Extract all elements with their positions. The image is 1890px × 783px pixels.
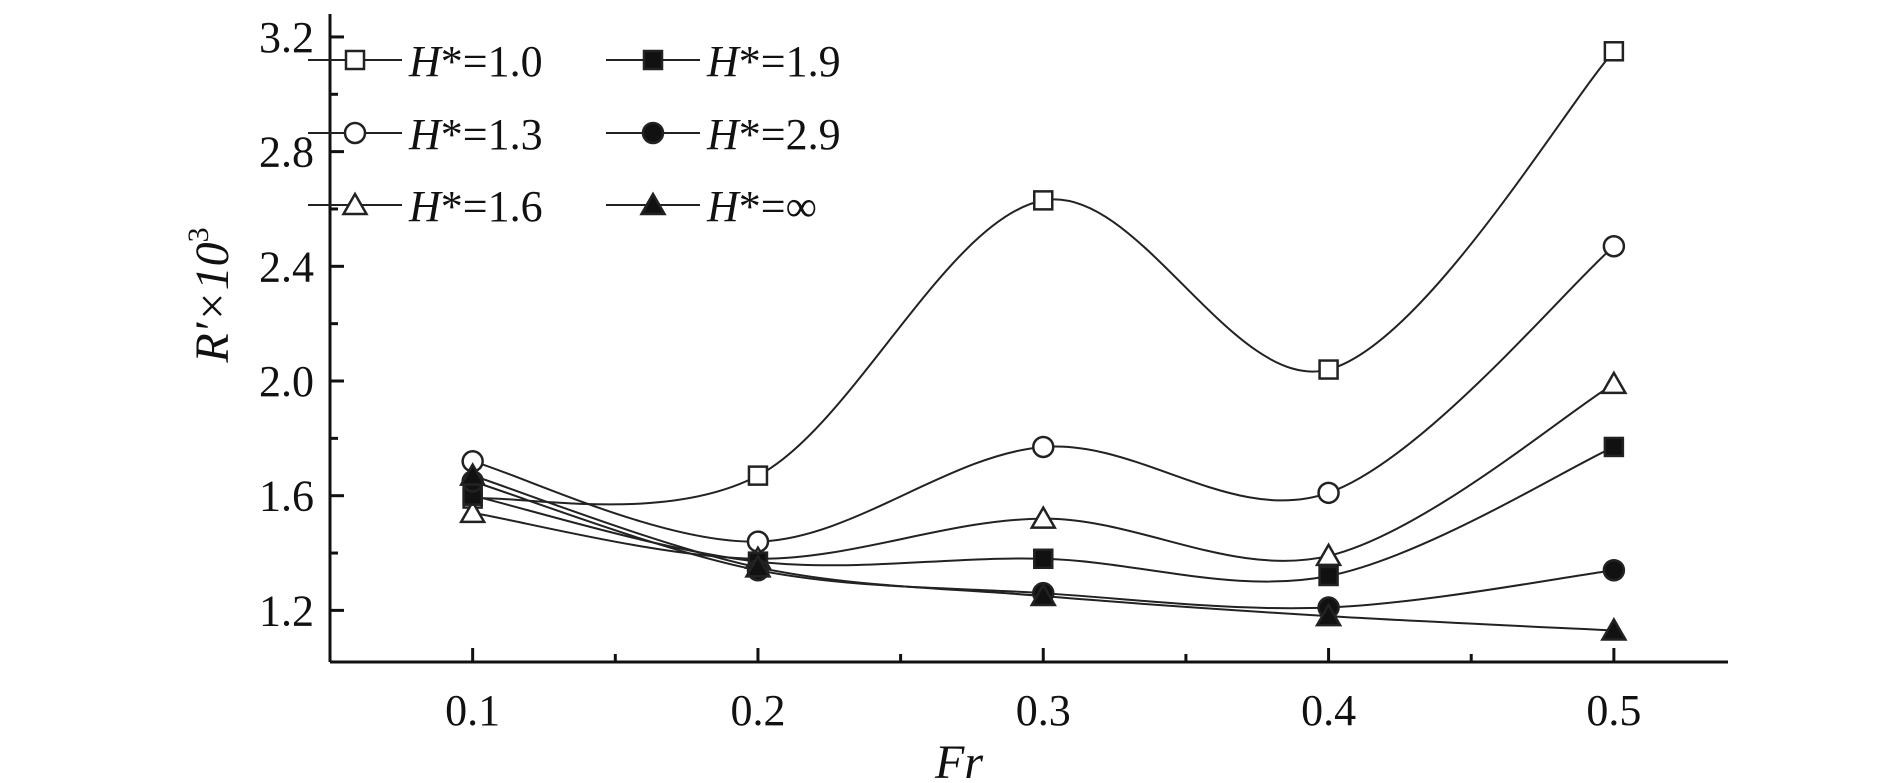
y-tick-label: 2.8 — [259, 128, 314, 177]
legend-marker — [642, 49, 664, 71]
y-axis-title-main: R′×10 — [186, 242, 239, 363]
legend-item: H*=1.0 — [308, 37, 543, 86]
legend-label: H*=1.6 — [408, 182, 543, 231]
legend-item: H*=1.9 — [606, 37, 841, 86]
data-point — [1029, 582, 1057, 607]
data-point — [1033, 190, 1054, 211]
legend-label: H*=2.9 — [706, 110, 841, 159]
y-tick-label: 2.4 — [259, 242, 314, 291]
data-point — [458, 499, 487, 524]
legend-label: H*=1.9 — [706, 37, 841, 86]
data-point — [458, 462, 487, 486]
legend-marker — [341, 191, 369, 216]
x-axis-title: Fr — [934, 736, 983, 783]
data-point — [1602, 558, 1626, 582]
data-point — [1314, 542, 1343, 567]
data-point — [1032, 435, 1055, 459]
data-point — [1318, 565, 1339, 587]
legend-marker — [344, 49, 366, 71]
y-axis-title-superscript: 3 — [182, 227, 215, 242]
legend-marker — [639, 191, 667, 216]
y-axis-title: R′×103 — [182, 227, 239, 363]
x-tick-label: 0.4 — [1301, 686, 1356, 735]
y-tick-label: 2.0 — [259, 357, 314, 406]
data-point — [1314, 602, 1343, 627]
data-point — [1600, 370, 1628, 395]
x-axis-ticks: 0.1 0.2 0.3 0.4 0.5 — [445, 648, 1641, 735]
legend-item: H*=∞ — [606, 182, 817, 231]
legend: H*=1.0 H*=1.9 H*=1.3 H*=2.9 H*=1.6 H*=∞ — [308, 37, 841, 231]
data-point — [744, 553, 772, 578]
data-point — [1033, 548, 1054, 570]
data-point — [1317, 481, 1340, 505]
x-tick-label: 0.1 — [445, 686, 500, 735]
data-point — [1603, 41, 1625, 62]
y-axis-ticks: 1.2 1.6 2.0 2.4 2.8 3.2 — [259, 13, 344, 635]
legend-marker — [343, 121, 367, 145]
legend-item: H*=1.6 — [308, 182, 543, 231]
data-point — [1602, 234, 1626, 258]
series-markers — [458, 41, 1628, 641]
legend-item: H*=1.3 — [308, 110, 543, 159]
legend-label: H*=1.0 — [408, 37, 543, 86]
series-line — [472, 245, 1615, 543]
series-line — [472, 50, 1615, 506]
data-point — [747, 465, 769, 486]
y-tick-label: 1.6 — [259, 472, 314, 521]
data-point — [1603, 436, 1625, 458]
data-point — [1029, 505, 1057, 529]
y-tick-label: 3.2 — [259, 13, 314, 62]
data-point — [1318, 359, 1339, 380]
y-tick-label: 1.2 — [259, 586, 314, 635]
legend-label: H*=∞ — [706, 182, 817, 231]
data-point — [1600, 616, 1628, 641]
legend-label: H*=1.3 — [408, 110, 543, 159]
x-tick-label: 0.2 — [730, 686, 785, 735]
x-tick-label: 0.5 — [1586, 686, 1641, 735]
legend-marker — [641, 121, 665, 145]
x-tick-label: 0.3 — [1016, 686, 1071, 735]
legend-item: H*=2.9 — [606, 110, 841, 159]
